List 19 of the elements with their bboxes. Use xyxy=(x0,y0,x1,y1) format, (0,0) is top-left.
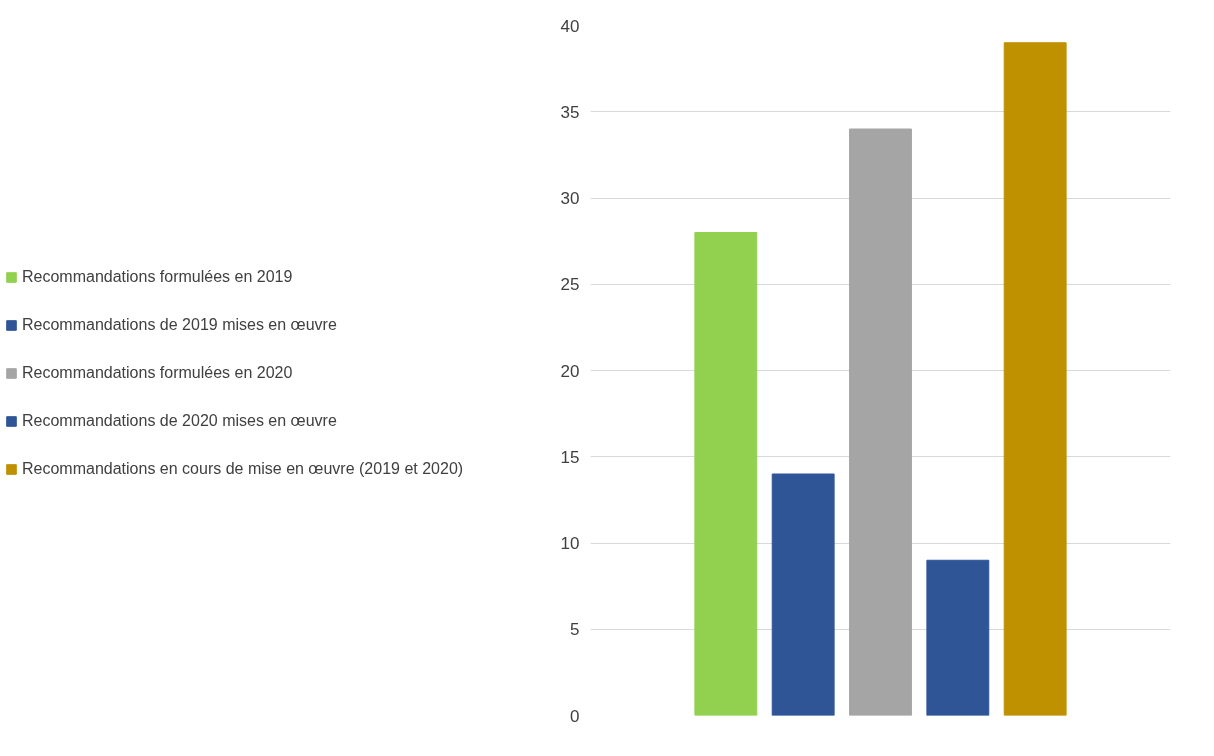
legend-label: Recommandations de 2020 mises en œuvre xyxy=(22,411,337,430)
bar xyxy=(694,232,758,716)
bar xyxy=(849,128,912,716)
y-tick-label: 15 xyxy=(560,447,580,467)
y-tick-label: 5 xyxy=(570,620,580,640)
legend-label: Recommandations de 2019 mises en œuvre xyxy=(22,315,337,334)
y-tick-label: 25 xyxy=(560,275,580,295)
legend-label: Recommandations formulées en 2020 xyxy=(22,363,293,382)
legend-label: Recommandations formulées en 2019 xyxy=(22,267,293,286)
y-tick-label: 0 xyxy=(570,706,580,726)
legend-label: Recommandations en cours de mise en œuvre (2019 et 2020) xyxy=(22,459,464,478)
bar xyxy=(771,473,835,716)
bar xyxy=(926,559,990,716)
y-tick-label: 35 xyxy=(560,102,580,122)
bar xyxy=(1003,42,1067,716)
y-tick-label: 10 xyxy=(560,534,580,553)
y-tick-label: 40 xyxy=(560,16,580,36)
y-tick-label: 20 xyxy=(560,361,580,381)
y-tick-label: 30 xyxy=(560,189,580,208)
